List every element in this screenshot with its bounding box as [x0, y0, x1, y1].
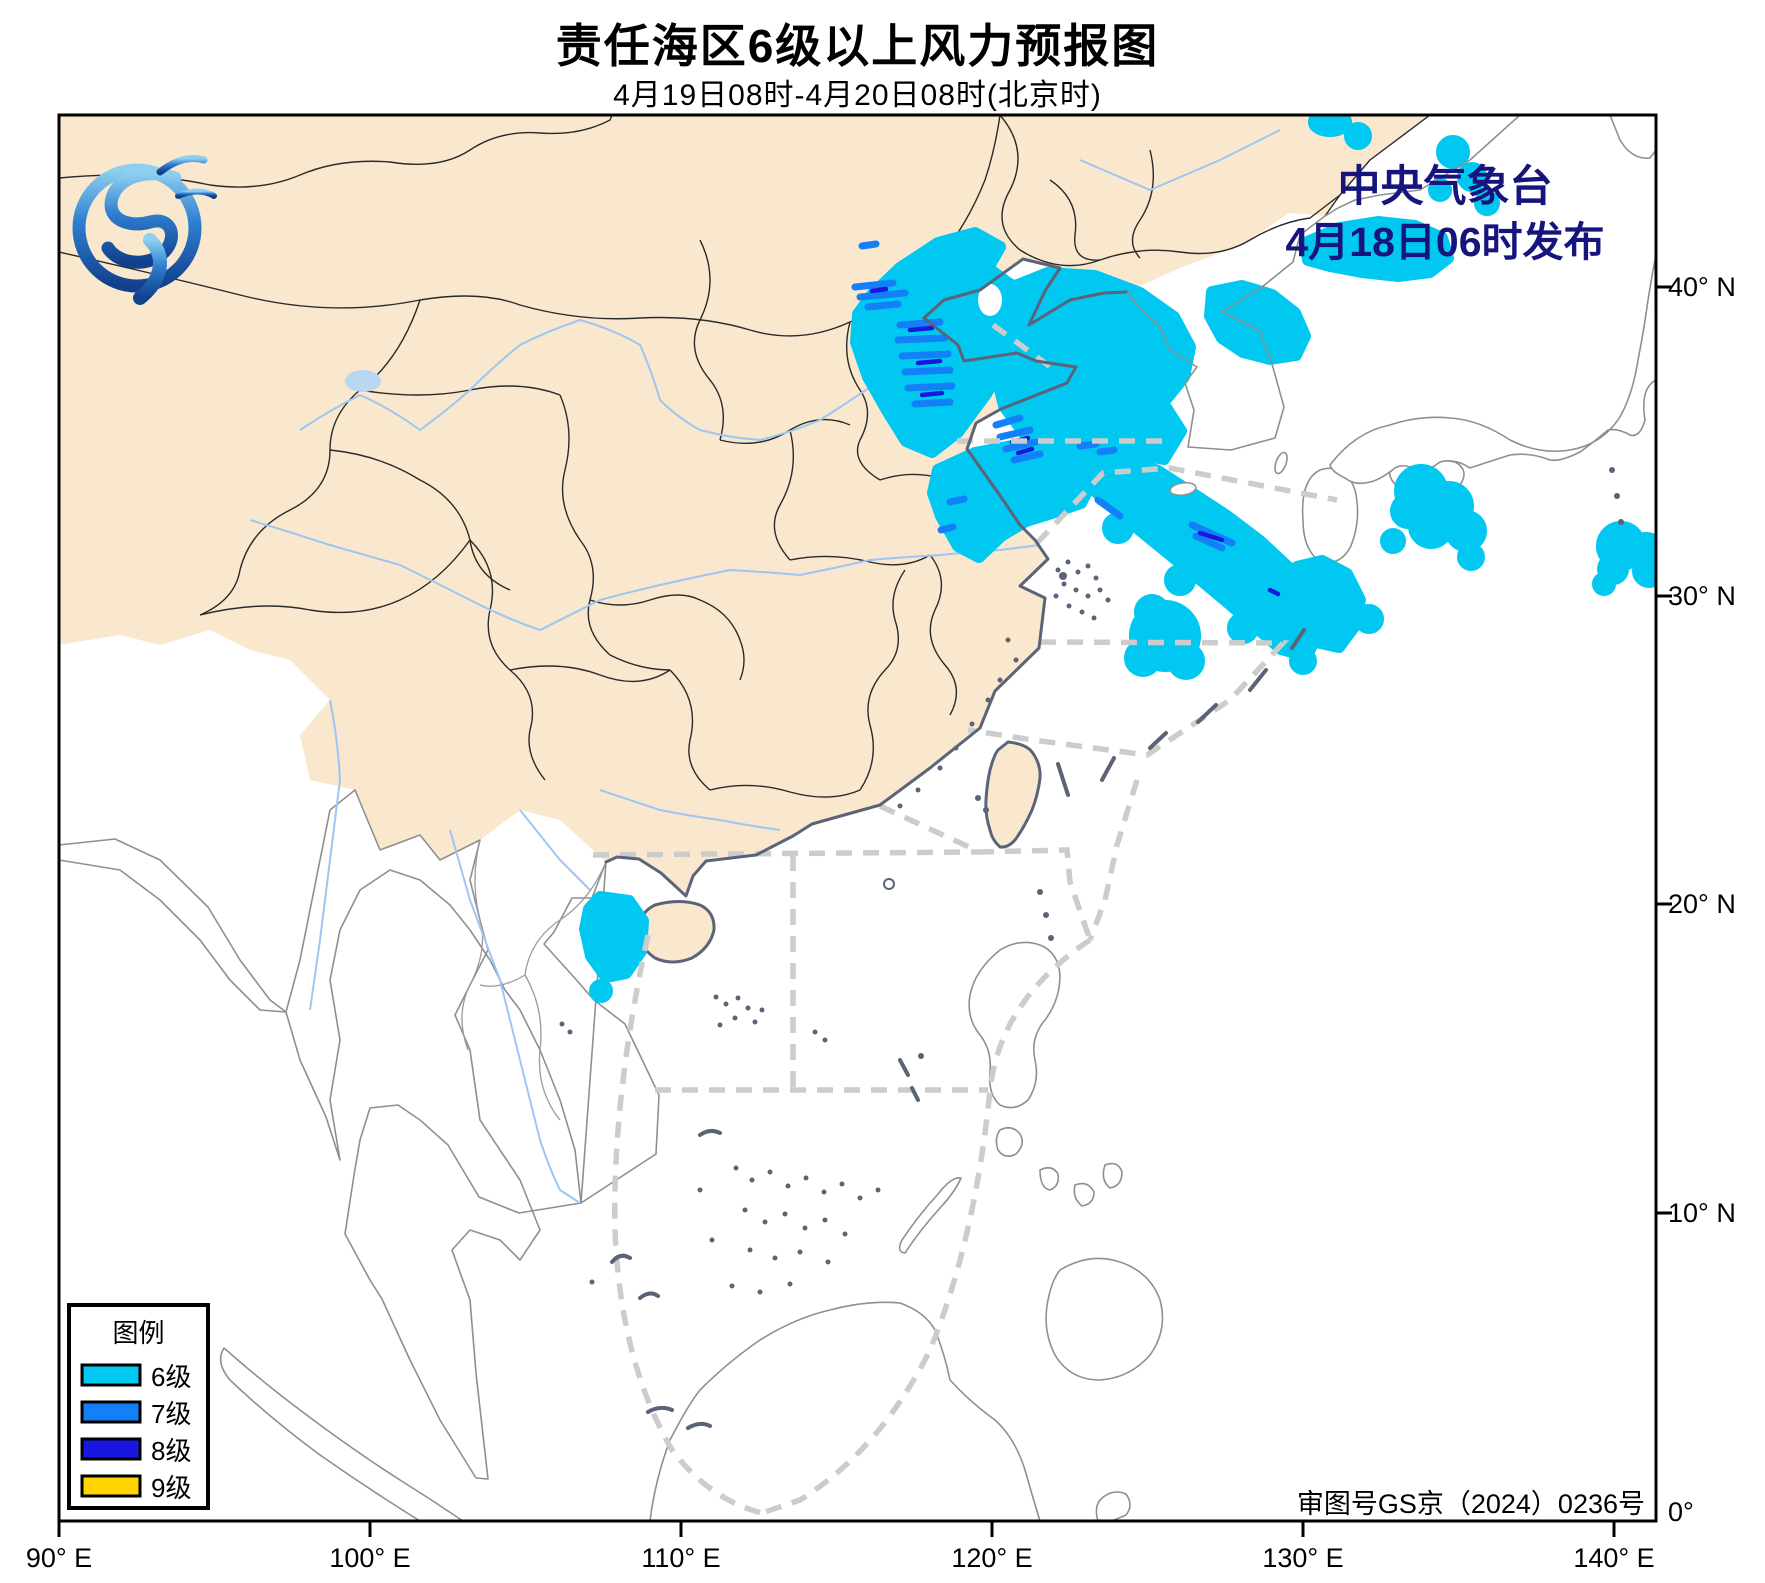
sea-area-boundaries	[592, 322, 1338, 1516]
lon-label-110e: 110° E	[641, 1543, 721, 1573]
lat-label-10n: 10° N	[1668, 1198, 1736, 1228]
issue-time: 4月18日06时发布	[1285, 218, 1605, 265]
qinghai-lake	[345, 370, 381, 392]
legend-label-level6: 6级	[151, 1361, 192, 1392]
islets-reefs	[559, 467, 1624, 1295]
wind-patches-level7	[851, 240, 1236, 552]
map-approval-number: 审图号GS京（2024）0236号	[1296, 1489, 1645, 1519]
lon-label-130e: 130° E	[1262, 1543, 1344, 1573]
legend-swatch-level8	[80, 1437, 142, 1461]
legend-row-level8: 8级	[80, 1436, 206, 1466]
page-subtitle: 4月19日08时-4月20日08时(北京时)	[613, 79, 1102, 112]
lon-label-140e: 140° E	[1573, 1543, 1655, 1573]
legend-label-level9: 9级	[151, 1472, 192, 1503]
province-borders	[59, 115, 1431, 798]
legend-label-level8: 8级	[151, 1435, 192, 1466]
jeju-island	[1169, 482, 1197, 496]
lat-label-0: 0°	[1668, 1497, 1694, 1527]
legend-swatch-level9	[80, 1474, 142, 1498]
legend-title: 图例	[112, 1318, 165, 1348]
land-china-block	[59, 115, 1430, 896]
bohai-white-gap	[978, 284, 1002, 316]
issuer-block: 中央气象台 4月18日06时发布	[1225, 160, 1665, 269]
land-russia-primorye	[1325, 115, 1520, 216]
issuer-name: 中央气象台	[1337, 163, 1553, 211]
legend-swatch-level6	[80, 1363, 142, 1387]
map-frame	[57, 113, 1658, 1523]
islet-arcs	[610, 628, 1306, 1430]
legend-swatch-level7	[80, 1400, 142, 1424]
legend-row-level9: 9级	[80, 1473, 206, 1503]
legend-row-level7: 7级	[80, 1399, 206, 1429]
foreign-lands	[59, 115, 1656, 1521]
lat-label-30n: 30° N	[1668, 581, 1736, 611]
legend-box: 图例 6级 7级 8级 9级	[67, 1303, 210, 1510]
pratas-atoll	[883, 878, 895, 890]
land-taiwan	[984, 740, 1042, 849]
lon-label-120e: 120° E	[951, 1543, 1033, 1573]
rivers	[249, 129, 1281, 1204]
axis-ticks	[57, 285, 1672, 1537]
lon-label-100e: 100° E	[329, 1543, 411, 1573]
lat-label-20n: 20° N	[1668, 889, 1736, 919]
legend-label-level7: 7级	[151, 1398, 192, 1429]
lat-label-40n: 40° N	[1668, 272, 1736, 302]
china-coastline	[604, 257, 1129, 898]
foreign-coastline	[1126, 115, 1521, 451]
page-title: 责任海区6级以上风力预报图	[555, 20, 1160, 72]
lon-label-90e: 90° E	[25, 1543, 93, 1573]
cma-logo-icon	[72, 155, 217, 305]
legend-row-level6: 6级	[80, 1362, 206, 1392]
